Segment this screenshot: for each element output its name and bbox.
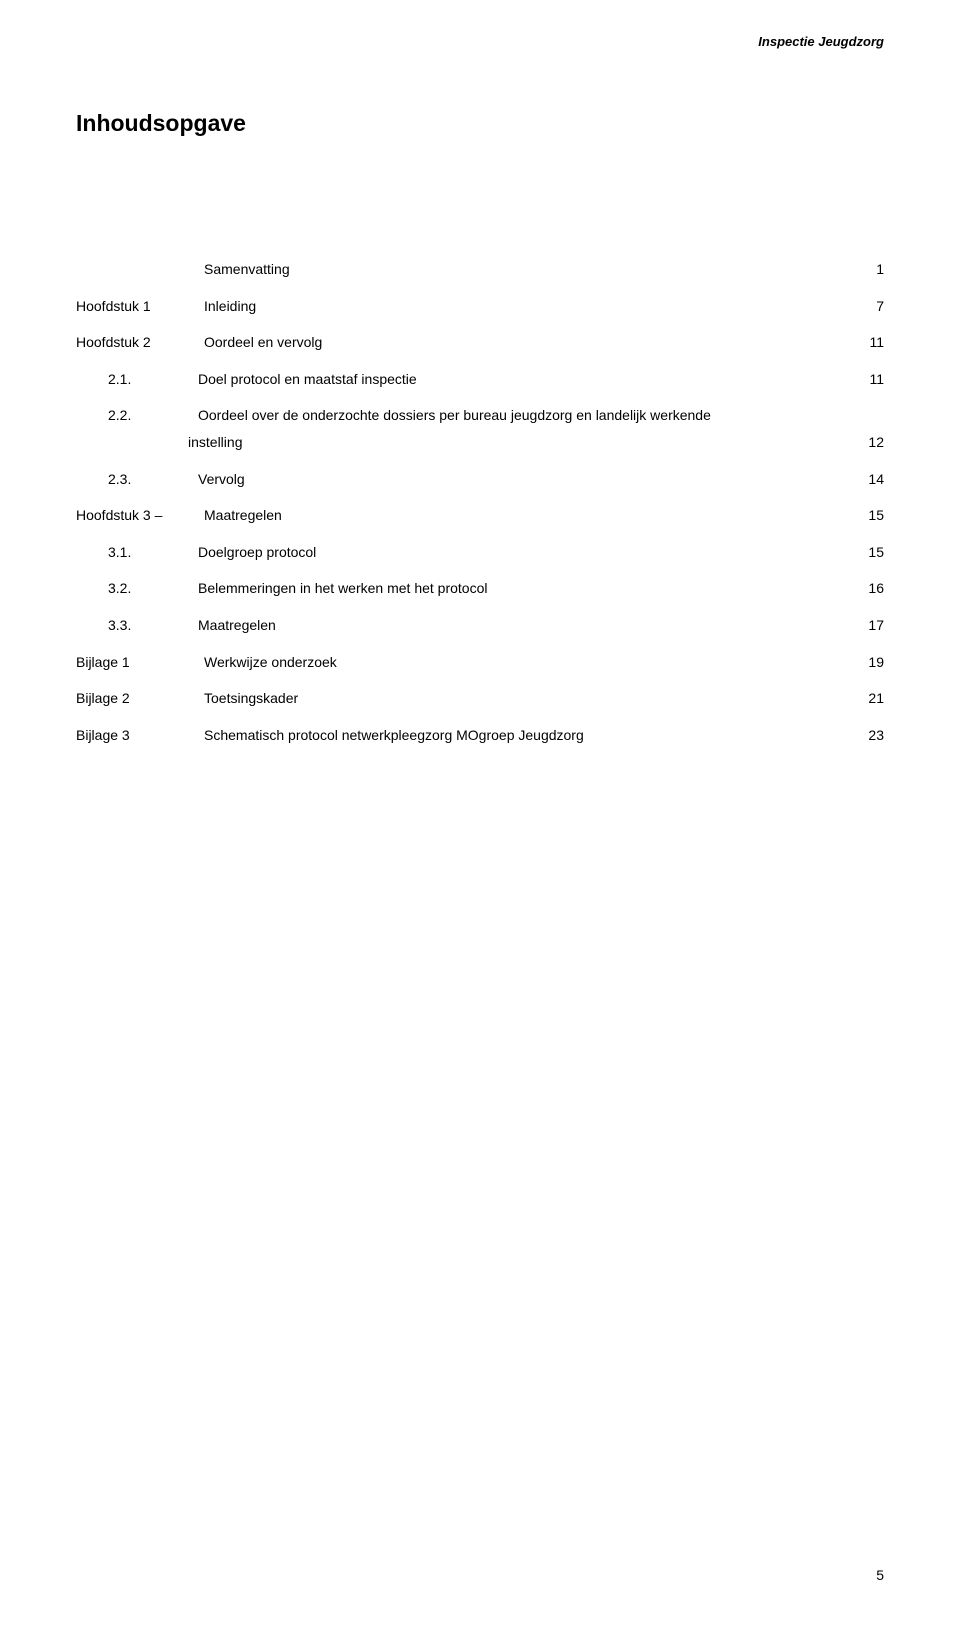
toc-entry-prefix: 3.2.	[76, 575, 198, 602]
toc-entry: Bijlage 2Toetsingskader 21	[76, 685, 884, 712]
toc-entry: 2.2.Oordeel over de onderzochte dossiers…	[76, 402, 884, 429]
toc-entry-label: Samenvatting	[204, 256, 290, 283]
toc-entry: Bijlage 3Schematisch protocol netwerkple…	[76, 722, 884, 749]
toc-entry: Hoofdstuk 1Inleiding 7	[76, 293, 884, 320]
toc-entry-page: 23	[864, 722, 884, 749]
toc-entry: Samenvatting 1	[76, 256, 884, 283]
toc-entry-label: Inleiding	[204, 293, 256, 320]
toc-entry-page: 1	[872, 256, 884, 283]
toc-entry-page: 7	[872, 293, 884, 320]
toc-entry: 2.1.Doel protocol en maatstaf inspectie 1…	[76, 366, 884, 393]
toc-entry-page: 11	[865, 329, 884, 356]
toc-entry-label: Doel protocol en maatstaf inspectie	[198, 366, 417, 393]
document-page: Inspectie Jeugdzorg Inhoudsopgave Samenv…	[0, 0, 960, 1627]
toc-entry-prefix: 2.2.	[76, 402, 198, 429]
toc-entry-prefix: 2.1.	[76, 366, 198, 393]
toc-entry-label: Oordeel over de onderzochte dossiers per…	[198, 402, 711, 429]
toc-entry-page: 17	[864, 612, 884, 639]
toc-entry-label: Doelgroep protocol	[198, 539, 316, 566]
toc-entry-page: 19	[864, 649, 884, 676]
toc-entry-label: Maatregelen	[204, 502, 282, 529]
toc-entry-label: Vervolg	[198, 466, 245, 493]
table-of-contents: Samenvatting1Hoofdstuk 1Inleiding7Hoofds…	[76, 256, 884, 758]
page-number: 5	[876, 1567, 884, 1583]
toc-entry-page: 16	[864, 575, 884, 602]
toc-entry-label: Schematisch protocol netwerkpleegzorg MO…	[204, 722, 584, 749]
toc-entry-page: 15	[864, 539, 884, 566]
toc-entry-prefix: 3.1.	[76, 539, 198, 566]
toc-entry-prefix: Bijlage 3	[76, 722, 204, 749]
toc-entry-label: Maatregelen	[198, 612, 276, 639]
toc-entry: Bijlage 1Werkwijze onderzoek 19	[76, 649, 884, 676]
toc-entry-label: Toetsingskader	[204, 685, 298, 712]
toc-entry-label: Oordeel en vervolg	[204, 329, 322, 356]
toc-entry-page: 11	[865, 366, 884, 393]
toc-entry: instelling 12	[76, 429, 884, 456]
toc-entry-page: 15	[864, 502, 884, 529]
toc-entry-page: 21	[864, 685, 884, 712]
toc-entry: 2.3.Vervolg 14	[76, 466, 884, 493]
toc-entry-prefix: Bijlage 1	[76, 649, 204, 676]
toc-entry: Hoofdstuk 3 –Maatregelen 15	[76, 502, 884, 529]
toc-entry-prefix: 3.3.	[76, 612, 198, 639]
toc-entry-prefix: Hoofdstuk 1	[76, 293, 204, 320]
toc-entry-prefix: Hoofdstuk 2	[76, 329, 204, 356]
running-header: Inspectie Jeugdzorg	[758, 34, 884, 49]
toc-entry-prefix: 2.3.	[76, 466, 198, 493]
toc-entry: 3.3.Maatregelen 17	[76, 612, 884, 639]
toc-entry-page: 12	[864, 429, 884, 456]
toc-entry-label: Werkwijze onderzoek	[204, 649, 337, 676]
page-title: Inhoudsopgave	[76, 110, 246, 137]
toc-entry-label: instelling	[188, 429, 242, 456]
toc-entry: 3.1.Doelgroep protocol 15	[76, 539, 884, 566]
toc-entry: 3.2.Belemmeringen in het werken met het …	[76, 575, 884, 602]
toc-entry-label: Belemmeringen in het werken met het prot…	[198, 575, 487, 602]
toc-entry-page: 14	[864, 466, 884, 493]
toc-entry-prefix: Hoofdstuk 3 –	[76, 502, 204, 529]
toc-entry-prefix: Bijlage 2	[76, 685, 204, 712]
toc-entry: Hoofdstuk 2Oordeel en vervolg 11	[76, 329, 884, 356]
